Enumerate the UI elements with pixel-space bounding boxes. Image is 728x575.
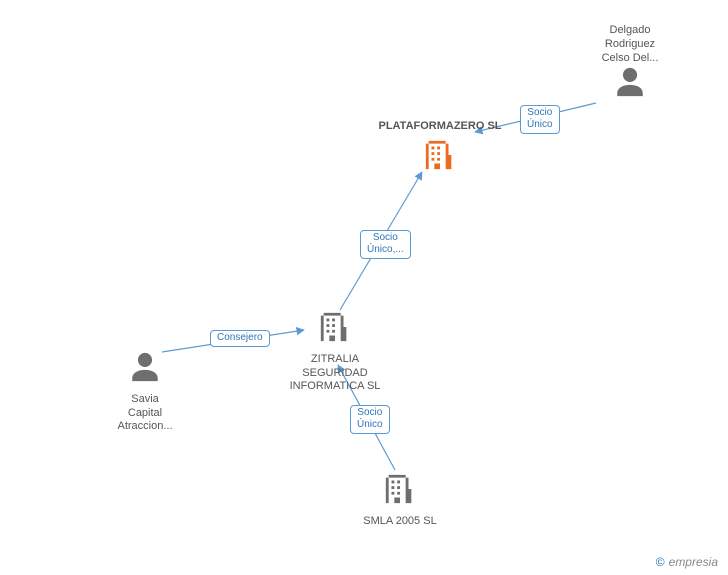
- node-zitralia[interactable]: ZITRALIA SEGURIDAD INFORMATICA SL: [280, 310, 390, 394]
- node-label: Savia Capital Atraccion...: [105, 393, 185, 434]
- node-label: Delgado Rodriguez Celso Del...: [590, 24, 670, 65]
- edge-label-smla: Socio Único: [350, 405, 390, 434]
- person-icon: [128, 350, 162, 389]
- edge-label-savia: Consejero: [210, 330, 270, 347]
- building-icon: [423, 138, 457, 177]
- building-icon: [318, 310, 352, 349]
- watermark: © empresia: [656, 555, 718, 569]
- person-icon: [613, 65, 647, 104]
- node-label: ZITRALIA SEGURIDAD INFORMATICA SL: [280, 353, 390, 394]
- diagram-canvas: Socio Único Socio Único,... Consejero So…: [0, 0, 728, 575]
- edge-label-zitralia-plataforma: Socio Único,...: [360, 230, 411, 259]
- node-delgado[interactable]: Delgado Rodriguez Celso Del...: [590, 20, 670, 104]
- node-savia[interactable]: Savia Capital Atraccion...: [105, 350, 185, 434]
- node-label: SMLA 2005 SL: [355, 515, 445, 529]
- node-smla[interactable]: SMLA 2005 SL: [355, 472, 445, 529]
- watermark-text: empresia: [669, 555, 718, 569]
- node-label: PLATAFORMAZERO SL: [350, 120, 530, 134]
- copyright-symbol: ©: [656, 555, 665, 569]
- building-icon: [383, 472, 417, 511]
- node-plataformazero[interactable]: PLATAFORMAZERO SL: [350, 116, 530, 177]
